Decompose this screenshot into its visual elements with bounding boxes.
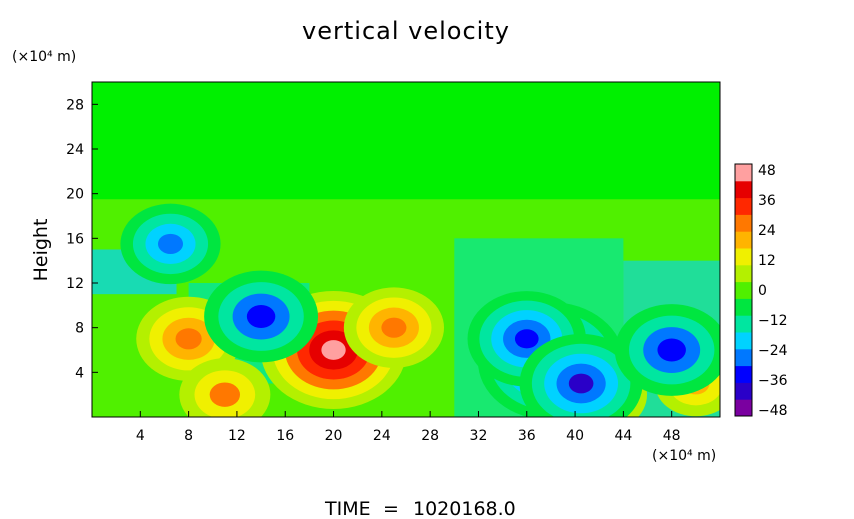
colorbar-swatch [735,214,752,232]
colorbar-swatch [735,180,752,199]
colorbar-swatch [735,399,752,417]
colorbar-tick-label: −48 [758,403,788,419]
y-axis: 4 8 12 16 20 24 28 [66,97,98,381]
y-unit-label: (×10⁴ m) [12,49,76,65]
colorbar-swatch [735,298,752,316]
y-tick-label: 8 [75,321,84,337]
colorbar-tick-label: 36 [758,193,776,209]
updraft-cell [343,287,445,368]
y-tick-label: 16 [66,231,84,247]
contour-level [381,317,407,338]
time-equals: = [383,498,399,519]
colorbar-tick-label: −36 [758,373,788,389]
colorbar-frame [734,163,753,417]
contour-level [657,338,686,362]
x-tick-label: 28 [421,428,439,444]
downdraft-cell [204,270,319,363]
x-tick-label: 40 [566,428,584,444]
contour-level [568,373,594,394]
contour-level [514,329,539,349]
colorbar-swatch [735,365,752,383]
y-axis-title: Height [30,219,52,282]
plot-area [92,82,720,417]
colorbar-swatch [735,197,752,215]
updraft-cell [179,358,271,417]
velocity-field [92,199,720,417]
downdraft-cell [519,333,643,417]
colorbar-swatch [735,332,752,350]
contour-level [157,233,184,254]
colorbar-swatch [735,164,752,182]
downdraft-cell [120,203,221,285]
x-unit-label: (×10⁴ m) [652,448,716,464]
y-tick-label: 4 [75,365,84,381]
colorbar-tick-label: 12 [758,253,776,269]
plot-frame [91,81,721,418]
y-tick-label: 20 [66,187,84,203]
y-tick-label: 28 [66,97,84,113]
colorbar-tick-label: 0 [758,283,767,299]
y-tick-label: 12 [66,276,84,292]
colorbar-tick-label: 24 [758,223,776,239]
x-axis: 4 8 12 16 20 24 28 32 36 40 44 48 [136,411,681,444]
x-tick-label: 32 [470,428,488,444]
colorbar-swatch [735,231,752,249]
contour-level [321,340,346,360]
colorbar-swatch [735,264,752,283]
contour-level [175,328,202,350]
time-value: 1020168.0 [413,498,516,519]
x-tick-label: 4 [136,428,145,444]
colorbar-swatch [735,315,752,333]
x-tick-label: 24 [373,428,391,444]
colorbar-swatch [735,281,752,299]
x-tick-label: 16 [276,428,294,444]
x-tick-label: 36 [518,428,536,444]
colorbar-tick-label: −24 [758,343,788,359]
colorbar: 48 36 24 12 0 −12 −24 −36 −48 [734,163,788,419]
colorbar-tick-label: 48 [758,163,776,179]
colorbar-tick-label: −12 [758,313,788,329]
colorbar-swatch [735,382,752,400]
x-tick-label: 8 [184,428,193,444]
x-tick-label: 44 [614,428,632,444]
x-tick-label: 12 [228,428,246,444]
time-label: TIME [324,498,371,519]
colorbar-swatch [735,348,752,367]
x-tick-label: 20 [325,428,343,444]
x-tick-label: 48 [663,428,681,444]
downdraft-cell [614,304,720,396]
colorbar-swatch [735,248,752,266]
chart-title: vertical velocity [302,17,510,45]
y-tick-label: 24 [66,142,84,158]
contour-level [209,382,241,407]
contour-level [246,305,276,328]
